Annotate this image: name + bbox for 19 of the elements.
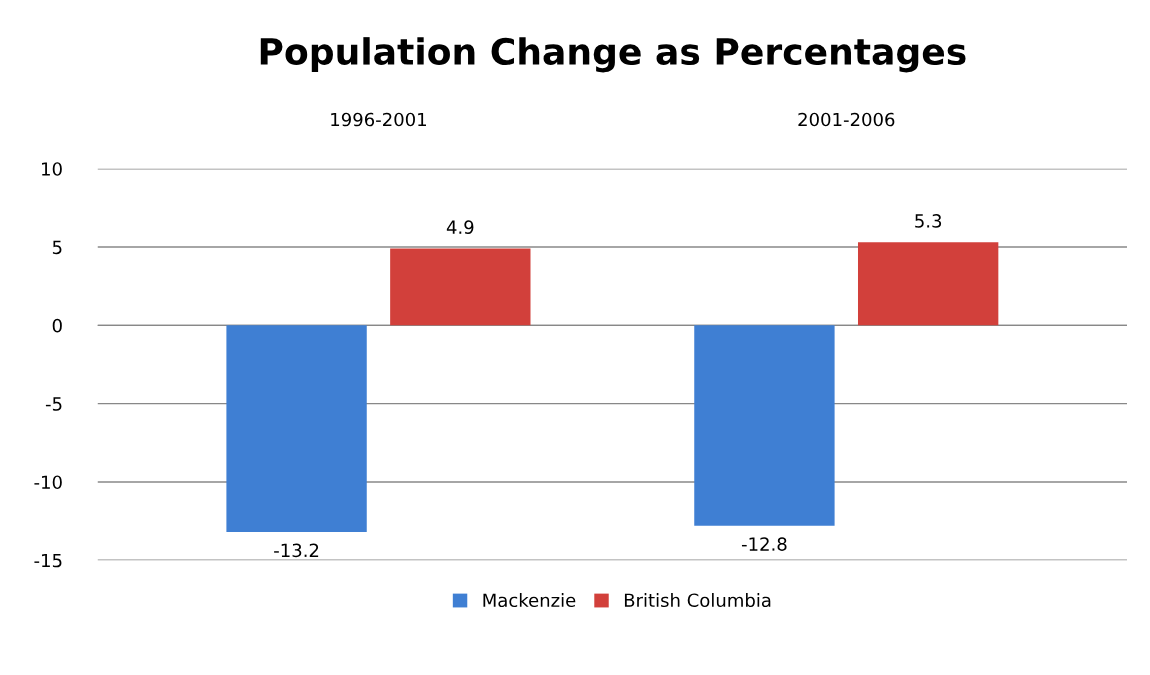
- y-tick-label: 10: [42, 162, 62, 176]
- bar: [857, 242, 999, 326]
- data-label: 4.9: [446, 220, 474, 235]
- legend-label: British Columbia: [624, 593, 771, 608]
- legend-label: Mackenzie: [483, 593, 576, 608]
- y-tick-label: -5: [45, 397, 62, 411]
- x-tick-label: 2001-2006: [798, 112, 895, 127]
- data-label: -12.8: [741, 537, 787, 551]
- data-label: -13.2: [274, 543, 319, 558]
- y-tick-label: -10: [34, 475, 62, 490]
- y-tick-label: 5: [52, 240, 62, 255]
- bar: [226, 325, 367, 533]
- chart-title: Population Change as Percentages: [260, 37, 966, 73]
- y-tick-label: 0: [52, 318, 62, 333]
- bar: [694, 325, 835, 526]
- bar: [390, 248, 531, 326]
- data-label: 5.3: [915, 214, 942, 228]
- y-tick-label: -15: [34, 553, 62, 568]
- x-tick-label: 1996-2001: [331, 112, 426, 127]
